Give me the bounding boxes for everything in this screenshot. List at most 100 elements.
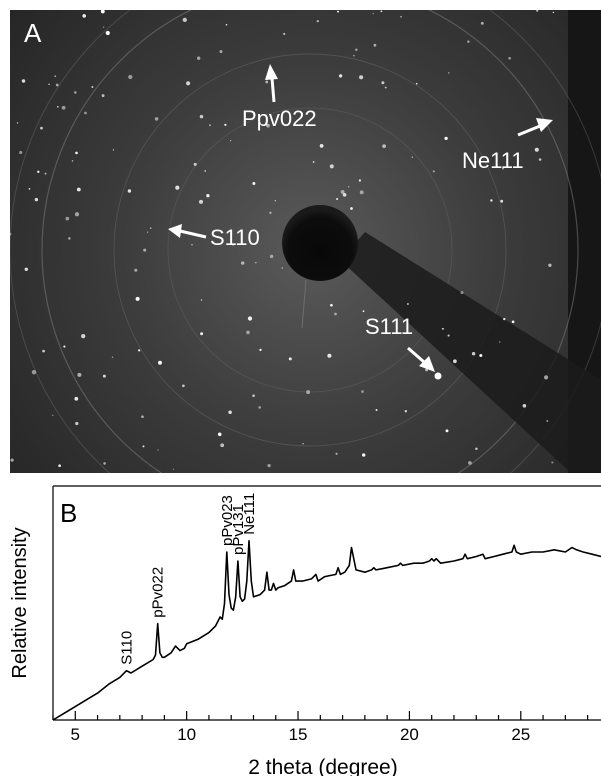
diffraction-spot — [52, 414, 54, 417]
diffraction-spot — [138, 349, 141, 352]
diffraction-spot — [267, 463, 271, 468]
diffraction-spot — [502, 167, 504, 170]
diffraction-spot — [128, 74, 133, 80]
arrow-ne111 — [517, 118, 553, 137]
diffraction-spot — [548, 263, 552, 267]
diffraction-spot — [16, 122, 19, 124]
diffraction-spot — [425, 368, 428, 372]
x-tick-label: 20 — [400, 725, 419, 744]
diffraction-spot — [24, 267, 29, 272]
diffraction-spot — [193, 162, 197, 166]
diffraction-spot — [411, 156, 413, 158]
peak-label: pPv131 — [230, 504, 247, 555]
annotation-ppv022: Ppv022 — [242, 106, 317, 131]
diffraction-spot — [154, 117, 159, 121]
diffraction-spot — [82, 14, 86, 18]
diffraction-spot — [336, 197, 339, 201]
diffraction-spot — [445, 429, 449, 433]
diffraction-spot — [362, 453, 366, 457]
diffraction-spot — [508, 56, 511, 60]
peak-label: Ne111 — [241, 493, 258, 535]
diffraction-spot — [68, 237, 71, 240]
diffraction-spot — [101, 94, 105, 98]
diffraction-spot — [334, 312, 337, 316]
annotation-ne111: Ne111 — [462, 148, 524, 173]
diffraction-spot-s111 — [434, 372, 442, 380]
diffraction-spot — [503, 317, 506, 321]
diffraction-spot — [230, 140, 232, 142]
panel-a-label: A — [24, 18, 42, 48]
diffraction-spot — [63, 345, 66, 348]
diffraction-spot — [77, 372, 82, 377]
diffraction-spot — [522, 404, 527, 408]
diffraction-spot — [134, 268, 138, 272]
diffraction-spot — [182, 384, 185, 388]
diffraction-spot — [347, 186, 350, 188]
diffraction-spot — [480, 21, 484, 25]
diffraction-spot — [467, 40, 470, 43]
diffraction-spot — [327, 353, 332, 358]
diffraction-spot — [350, 207, 353, 210]
diffraction-spot — [142, 445, 145, 448]
diffraction-spot — [258, 406, 262, 409]
diffraction-spot — [209, 124, 211, 127]
diffraction-spot — [479, 353, 483, 358]
diffraction-spot — [48, 83, 50, 86]
diffraction-spot — [75, 151, 78, 155]
y-axis-label: Relative intensity — [9, 527, 31, 678]
diffraction-spot — [100, 10, 105, 14]
diffraction-spot — [247, 316, 253, 321]
diffraction-spot — [71, 160, 74, 162]
diffraction-spot — [255, 262, 257, 264]
diffraction-spot — [197, 56, 201, 60]
diffraction-spot — [172, 468, 175, 470]
diffraction-spot — [102, 26, 105, 28]
diffraction-spot — [141, 415, 144, 419]
diffraction-spot — [415, 82, 418, 85]
diffraction-spot — [28, 188, 31, 190]
diffraction-spot — [335, 452, 338, 455]
diffraction-spot — [384, 86, 387, 89]
diffraction-spot — [56, 105, 59, 108]
x-tick-label: 15 — [289, 725, 308, 744]
diffraction-spot — [316, 19, 319, 23]
diffraction-spot — [432, 170, 435, 173]
diffraction-spot — [259, 348, 262, 352]
diffraction-spot — [42, 349, 45, 353]
diffraction-spot — [206, 194, 210, 198]
diffraction-spot — [380, 10, 383, 13]
diffraction-spot — [302, 443, 304, 445]
diffraction-spot — [338, 74, 343, 78]
diffraction-spot — [217, 432, 222, 437]
diffraction-spot — [552, 11, 555, 14]
diffraction-spot — [31, 370, 37, 375]
diffraction-spot — [500, 199, 504, 203]
diffraction-spot — [200, 299, 203, 301]
diffraction-spot — [406, 302, 409, 306]
diffraction-spot — [269, 211, 272, 215]
diffraction-spot — [37, 170, 40, 173]
diffraction-spot — [61, 105, 66, 110]
peak-label: S110 — [119, 631, 136, 665]
diffraction-spot — [21, 79, 26, 83]
diffraction-spot — [225, 23, 228, 26]
diffraction-spot — [75, 421, 79, 426]
diffraction-spot — [127, 189, 132, 193]
diffraction-spot — [58, 464, 61, 468]
diffraction-spot — [224, 123, 227, 126]
x-tick-label: 5 — [71, 725, 80, 744]
diffraction-spot — [471, 352, 476, 356]
diffraction-spot — [404, 410, 407, 413]
intensity-trace — [52, 540, 601, 721]
diffraction-spot — [353, 54, 355, 57]
beamstop-shadow — [340, 232, 601, 472]
diffraction-spot — [19, 150, 23, 155]
diffraction-spot — [544, 375, 549, 380]
diffraction-spot — [220, 443, 225, 448]
diffraction-spot — [199, 114, 204, 119]
diffraction-spot — [10, 458, 14, 462]
x-axis-label: 2 theta (degree) — [248, 756, 397, 776]
diffraction-spot — [135, 296, 140, 301]
diffraction-spot — [373, 43, 377, 47]
